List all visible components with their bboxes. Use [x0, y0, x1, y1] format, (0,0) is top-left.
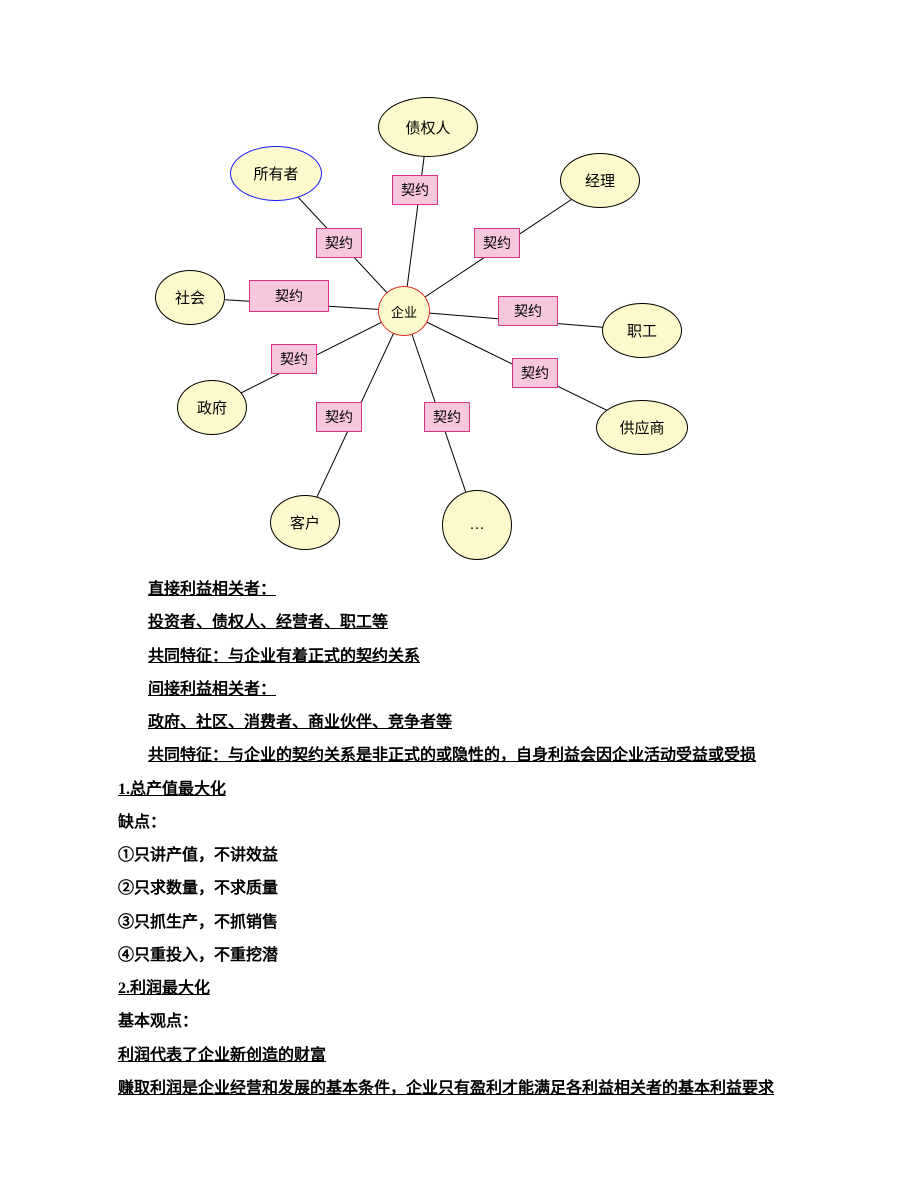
text-block: 直接利益相关者： 投资者、债权人、经营者、职工等 共同特征：与企业有着正式的契约…	[118, 573, 838, 1105]
page: 契约契约契约契约契约契约契约契约契约债权人所有者经理社会职工政府供应商客户…企业…	[0, 0, 920, 1191]
node-enterprise: 企业	[378, 286, 430, 336]
line-con-2: ②只求数量，不求质量	[118, 872, 838, 905]
line-con-1: ①只讲产值，不讲效益	[118, 839, 838, 872]
line-direct-list: 投资者、债权人、经营者、职工等	[118, 606, 838, 639]
node-owner: 所有者	[230, 146, 322, 201]
edge-label-customer: 契约	[316, 402, 362, 432]
stakeholder-diagram: 契约契约契约契约契约契约契约契约契约债权人所有者经理社会职工政府供应商客户…企业	[0, 0, 920, 570]
diagram-edges-svg	[0, 0, 920, 570]
line-view-1: 利润代表了企业新创造的财富	[118, 1039, 838, 1072]
node-supplier: 供应商	[596, 400, 688, 455]
node-employee: 职工	[602, 303, 682, 358]
edge-label-etc: 契约	[424, 402, 470, 432]
line-indirect-list: 政府、社区、消费者、商业伙伴、竞争者等	[118, 706, 838, 739]
line-direct-feature: 共同特征：与企业有着正式的契约关系	[118, 640, 838, 673]
node-gov: 政府	[177, 380, 247, 435]
edge-label-employee: 契约	[498, 296, 558, 326]
node-manager: 经理	[560, 153, 640, 208]
edge-label-gov: 契约	[271, 344, 317, 374]
edge-label-supplier: 契约	[512, 358, 558, 388]
line-con-3: ③只抓生产，不抓销售	[118, 906, 838, 939]
node-society: 社会	[155, 270, 225, 325]
line-view-title: 基本观点：	[118, 1005, 838, 1038]
line-con-4: ④只重投入，不重挖潜	[118, 939, 838, 972]
node-customer: 客户	[270, 495, 340, 550]
line-indirect-feature: 共同特征：与企业的契约关系是非正式的或隐性的，自身利益会因企业活动受益或受损	[118, 739, 838, 772]
edge-label-society: 契约	[249, 280, 329, 312]
line-indirect-title: 间接利益相关者：	[118, 673, 838, 706]
line-direct-title: 直接利益相关者：	[118, 573, 838, 606]
heading-1: 1.总产值最大化	[118, 773, 838, 806]
node-creditor: 债权人	[378, 97, 478, 157]
line-cons-title: 缺点：	[118, 806, 838, 839]
edge-label-owner: 契约	[316, 228, 362, 258]
edge-label-manager: 契约	[474, 228, 520, 258]
line-view-2: 赚取利润是企业经营和发展的基本条件，企业只有盈利才能满足各利益相关者的基本利益要…	[118, 1072, 838, 1105]
node-etc: …	[442, 490, 512, 560]
edge-label-creditor: 契约	[392, 175, 438, 205]
heading-2: 2.利润最大化	[118, 972, 838, 1005]
